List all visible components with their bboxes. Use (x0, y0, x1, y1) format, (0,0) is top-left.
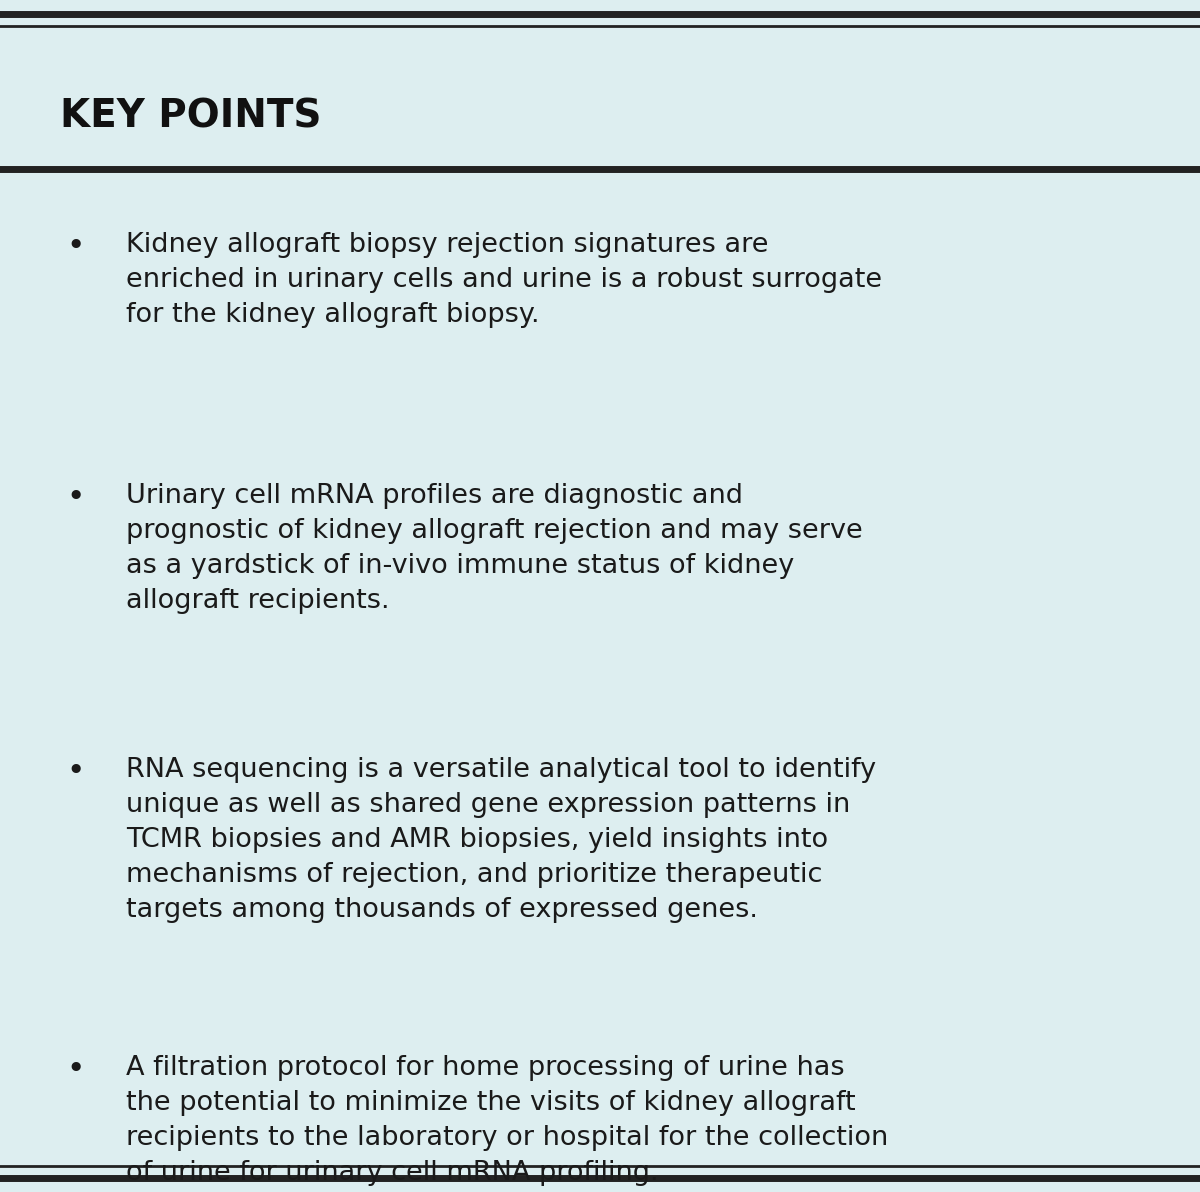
Text: RNA sequencing is a versatile analytical tool to identify
unique as well as shar: RNA sequencing is a versatile analytical… (126, 757, 876, 923)
Text: KEY POINTS: KEY POINTS (60, 98, 322, 136)
Text: •: • (66, 483, 84, 511)
Text: Urinary cell mRNA profiles are diagnostic and
prognostic of kidney allograft rej: Urinary cell mRNA profiles are diagnosti… (126, 483, 863, 614)
Text: •: • (66, 757, 84, 786)
Text: •: • (66, 1055, 84, 1084)
Text: Kidney allograft biopsy rejection signatures are
enriched in urinary cells and u: Kidney allograft biopsy rejection signat… (126, 232, 882, 329)
Text: A filtration protocol for home processing of urine has
the potential to minimize: A filtration protocol for home processin… (126, 1055, 888, 1186)
Text: •: • (66, 232, 84, 261)
